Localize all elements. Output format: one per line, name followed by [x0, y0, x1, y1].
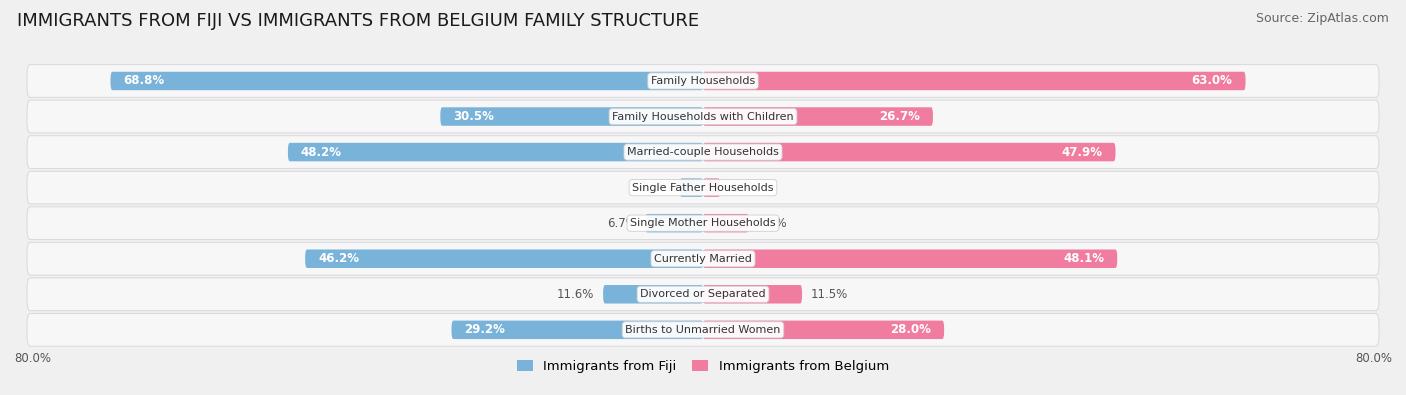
Text: Single Father Households: Single Father Households: [633, 182, 773, 193]
Text: 2.7%: 2.7%: [641, 181, 671, 194]
FancyBboxPatch shape: [288, 143, 703, 161]
FancyBboxPatch shape: [27, 314, 1379, 346]
Text: 46.2%: 46.2%: [318, 252, 359, 265]
FancyBboxPatch shape: [679, 179, 703, 197]
Text: 11.6%: 11.6%: [557, 288, 595, 301]
FancyBboxPatch shape: [27, 207, 1379, 239]
FancyBboxPatch shape: [305, 250, 703, 268]
FancyBboxPatch shape: [27, 136, 1379, 168]
Text: Married-couple Households: Married-couple Households: [627, 147, 779, 157]
Text: 48.1%: 48.1%: [1063, 252, 1104, 265]
FancyBboxPatch shape: [703, 250, 1118, 268]
FancyBboxPatch shape: [27, 171, 1379, 204]
FancyBboxPatch shape: [645, 214, 703, 232]
Text: Family Households with Children: Family Households with Children: [612, 111, 794, 122]
FancyBboxPatch shape: [27, 100, 1379, 133]
FancyBboxPatch shape: [703, 107, 934, 126]
Text: 80.0%: 80.0%: [1355, 352, 1392, 365]
FancyBboxPatch shape: [27, 65, 1379, 97]
FancyBboxPatch shape: [703, 143, 1115, 161]
FancyBboxPatch shape: [27, 243, 1379, 275]
Text: 47.9%: 47.9%: [1062, 146, 1102, 158]
FancyBboxPatch shape: [703, 321, 945, 339]
Text: 48.2%: 48.2%: [301, 146, 342, 158]
Text: 26.7%: 26.7%: [879, 110, 920, 123]
FancyBboxPatch shape: [703, 285, 801, 303]
Text: 5.3%: 5.3%: [758, 217, 787, 229]
FancyBboxPatch shape: [703, 72, 1246, 90]
Text: 29.2%: 29.2%: [464, 324, 505, 336]
Text: 28.0%: 28.0%: [890, 324, 931, 336]
Text: 2.0%: 2.0%: [728, 181, 759, 194]
Text: Source: ZipAtlas.com: Source: ZipAtlas.com: [1256, 12, 1389, 25]
FancyBboxPatch shape: [111, 72, 703, 90]
Text: 68.8%: 68.8%: [124, 75, 165, 87]
Text: 63.0%: 63.0%: [1192, 75, 1233, 87]
Text: Single Mother Households: Single Mother Households: [630, 218, 776, 228]
Text: 30.5%: 30.5%: [453, 110, 494, 123]
Text: Divorced or Separated: Divorced or Separated: [640, 289, 766, 299]
FancyBboxPatch shape: [703, 179, 720, 197]
Text: Births to Unmarried Women: Births to Unmarried Women: [626, 325, 780, 335]
Text: Currently Married: Currently Married: [654, 254, 752, 264]
Text: Family Households: Family Households: [651, 76, 755, 86]
Text: 6.7%: 6.7%: [607, 217, 637, 229]
FancyBboxPatch shape: [451, 321, 703, 339]
Legend: Immigrants from Fiji, Immigrants from Belgium: Immigrants from Fiji, Immigrants from Be…: [512, 354, 894, 378]
Text: 11.5%: 11.5%: [811, 288, 848, 301]
FancyBboxPatch shape: [703, 214, 748, 232]
FancyBboxPatch shape: [440, 107, 703, 126]
FancyBboxPatch shape: [27, 278, 1379, 310]
Text: 80.0%: 80.0%: [14, 352, 51, 365]
Text: IMMIGRANTS FROM FIJI VS IMMIGRANTS FROM BELGIUM FAMILY STRUCTURE: IMMIGRANTS FROM FIJI VS IMMIGRANTS FROM …: [17, 12, 699, 30]
FancyBboxPatch shape: [603, 285, 703, 303]
